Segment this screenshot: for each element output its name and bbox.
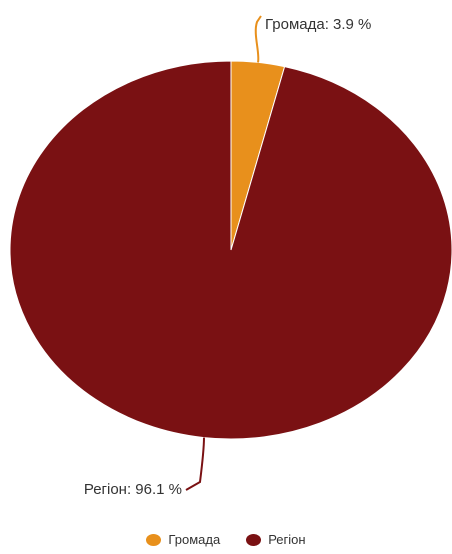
legend-item-region[interactable]: Регіон — [246, 532, 306, 547]
pie-slice-1[interactable] — [9, 60, 452, 440]
legend-item-hromada[interactable]: Громада — [146, 532, 220, 547]
legend-swatch-region — [246, 533, 262, 546]
data-label-0: Громада: 3.9 % — [265, 16, 371, 33]
label-connector-1 — [185, 437, 205, 491]
label-connector-0 — [254, 15, 262, 63]
legend-label-hromada: Громада — [168, 532, 221, 547]
legend-swatch-hromada — [146, 533, 162, 546]
chart-legend: Громада Регіон — [0, 532, 452, 547]
legend-label-region: Регіон — [268, 532, 306, 547]
data-label-1: Регіон: 96.1 % — [84, 481, 182, 498]
